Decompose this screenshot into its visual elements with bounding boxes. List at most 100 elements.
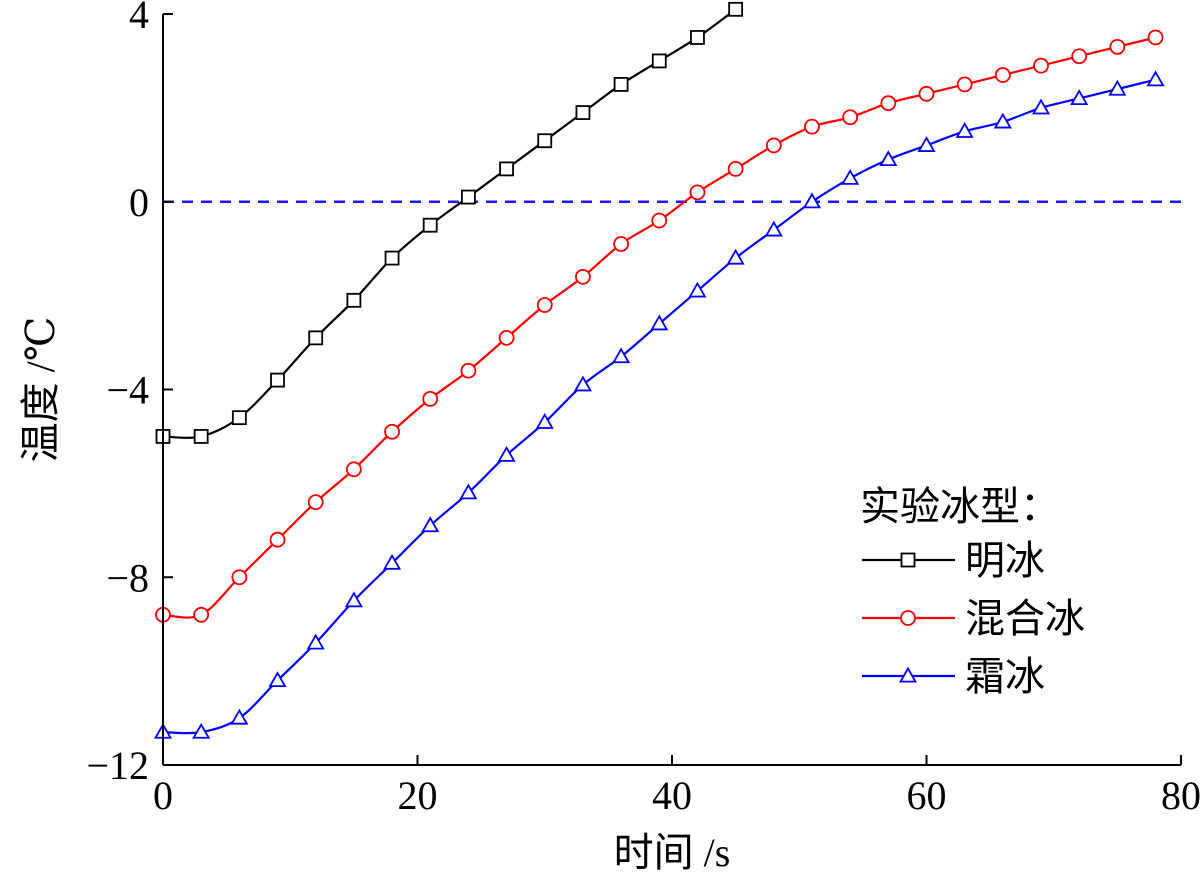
series-layer — [153, 1, 1165, 739]
axes-layer — [162, 14, 1181, 766]
data-point — [1109, 38, 1126, 55]
y-tick-label: −8 — [106, 555, 149, 600]
x-tick-label: 20 — [398, 773, 438, 818]
data-point — [842, 109, 859, 126]
series-2 — [155, 29, 1164, 623]
data-point — [1031, 98, 1051, 115]
legend-marker — [898, 666, 918, 683]
data-point — [535, 413, 554, 429]
legend-item-2: 混合冰 — [862, 596, 1085, 641]
data-point — [955, 122, 974, 138]
legend-item-3: 霜冰 — [862, 654, 1045, 699]
legend-title: 实验冰型： — [860, 484, 1060, 529]
data-point — [422, 217, 438, 233]
data-point — [384, 423, 400, 440]
data-point — [802, 192, 822, 209]
data-point — [880, 95, 897, 112]
data-point — [231, 569, 248, 586]
data-point — [650, 314, 669, 331]
data-point — [346, 292, 362, 308]
data-point — [726, 248, 745, 265]
data-point — [994, 67, 1011, 83]
data-point — [575, 105, 591, 120]
data-point — [727, 160, 744, 177]
legend-item-1: 明冰 — [862, 538, 1045, 583]
data-point — [384, 250, 400, 266]
data-point — [573, 375, 592, 392]
x-tick-label: 80 — [1161, 773, 1200, 818]
x-axis-title: 时间 /s — [614, 830, 731, 875]
data-point — [804, 118, 820, 135]
data-point — [307, 494, 324, 511]
x-tick-label: 0 — [153, 773, 173, 818]
data-point — [498, 329, 515, 346]
data-point — [689, 184, 706, 201]
data-point — [690, 30, 705, 45]
data-point — [918, 85, 935, 102]
y-tick-label: 0 — [129, 180, 149, 225]
data-point — [308, 330, 324, 346]
data-point — [193, 429, 209, 444]
series-3 — [153, 70, 1165, 739]
data-point — [765, 137, 782, 154]
data-point — [1071, 48, 1088, 65]
data-point — [459, 483, 478, 500]
data-point — [231, 410, 247, 426]
data-point — [612, 347, 631, 364]
data-point — [613, 236, 629, 252]
data-point — [269, 531, 286, 548]
data-point — [268, 671, 287, 688]
data-point — [422, 390, 439, 407]
series-1 — [155, 1, 744, 444]
y-tick-label: 4 — [129, 0, 149, 37]
y-tick-label: −12 — [86, 743, 149, 788]
data-point — [460, 362, 477, 379]
data-point — [1108, 79, 1127, 96]
data-point — [1147, 29, 1164, 46]
data-point — [537, 133, 553, 149]
data-point — [382, 553, 402, 570]
data-point — [306, 633, 325, 650]
data-point — [421, 516, 440, 533]
data-point — [728, 1, 744, 17]
data-point — [879, 150, 898, 167]
ticks-layer: 0 20 40 60 80 −12 −8 −4 0 4 — [86, 0, 1200, 818]
data-point — [651, 53, 667, 69]
x-tick-label: 40 — [652, 773, 692, 818]
data-point — [651, 212, 668, 229]
data-point — [993, 112, 1012, 129]
data-point — [230, 708, 249, 725]
data-point — [917, 136, 936, 152]
data-point — [536, 297, 553, 313]
legend-label: 霜冰 — [965, 654, 1045, 699]
data-point — [270, 372, 285, 388]
data-point — [193, 606, 210, 623]
x-tick-label: 60 — [907, 773, 947, 818]
series-line — [162, 8, 737, 439]
legend-label: 混合冰 — [965, 596, 1085, 641]
data-point — [764, 220, 783, 237]
y-axis-title: 温度 /℃ — [18, 317, 63, 463]
data-point — [499, 161, 514, 177]
legend-label: 明冰 — [965, 538, 1045, 583]
data-point — [497, 445, 516, 462]
data-point — [841, 168, 860, 185]
data-point — [956, 76, 973, 93]
data-point — [345, 461, 362, 478]
data-point — [1146, 70, 1165, 87]
data-point — [688, 281, 707, 298]
data-point — [613, 77, 629, 92]
data-point — [575, 268, 591, 285]
data-point — [460, 189, 476, 205]
y-tick-label: −4 — [106, 368, 149, 413]
legend-marker — [900, 552, 916, 568]
data-point — [1033, 57, 1049, 74]
data-point — [1070, 89, 1089, 106]
data-point — [192, 722, 211, 739]
data-point — [344, 591, 363, 608]
legend-marker — [900, 610, 916, 626]
